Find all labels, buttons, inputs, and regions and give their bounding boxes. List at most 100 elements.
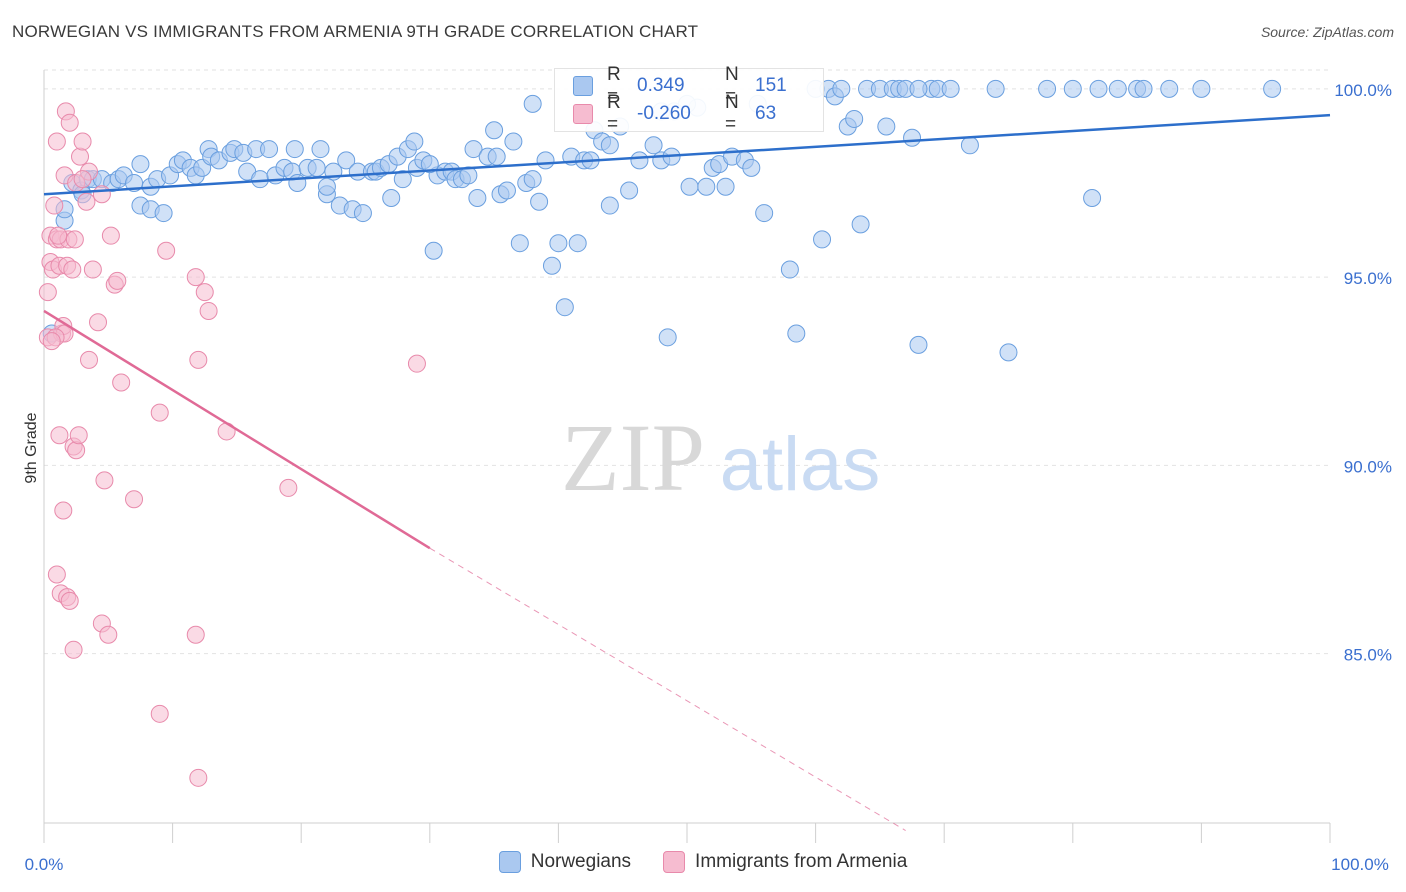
norwegian-point: [393, 170, 412, 189]
legend-item-armenia[interactable]: Immigrants from Armenia: [663, 851, 907, 873]
source-label: Source: ZipAtlas.com: [1260, 24, 1394, 40]
norwegian-point: [285, 140, 304, 159]
norwegian-trend-line: [43, 113, 1331, 196]
armenia-point: [38, 283, 57, 302]
norwegian-point: [644, 136, 663, 155]
series-legend: Norwegians Immigrants from Armenia: [0, 851, 1406, 873]
armenia-point: [150, 403, 169, 422]
norwegian-point: [680, 177, 699, 196]
armenia-point: [99, 625, 118, 644]
norwegian-point: [1134, 79, 1153, 98]
norwegian-point: [542, 256, 561, 275]
y-tick-label: 95.0%: [1344, 269, 1392, 288]
armenia-point: [45, 196, 64, 215]
watermark-atlas: atlas: [720, 422, 881, 507]
legend-n-value: 151: [755, 75, 787, 96]
norwegian-point: [742, 158, 761, 177]
norwegian-point: [337, 151, 356, 170]
armenia-point: [189, 768, 208, 787]
norwegian-point: [877, 117, 896, 136]
x-tick-label: 100.0%: [1331, 855, 1389, 874]
armenia-point: [80, 350, 99, 369]
norwegian-point: [1063, 79, 1082, 98]
norwegian-point: [1038, 79, 1057, 98]
norwegian-point: [1108, 79, 1127, 98]
armenia-point: [47, 132, 66, 151]
correlation-legend: R = 0.349 N = 151 R = -0.260 N = 63: [554, 64, 824, 135]
norwegian-point: [260, 140, 279, 159]
norwegian-point: [420, 155, 439, 174]
norwegian-point: [487, 147, 506, 166]
legend-r-label: R =: [607, 92, 621, 135]
norwegian-point: [468, 189, 487, 208]
legend-n-label: N =: [725, 64, 739, 107]
legend-item-norwegians[interactable]: Norwegians: [498, 851, 632, 873]
norwegian-point: [464, 140, 483, 159]
legend-row-armenia: R = -0.260 N = 63: [573, 92, 777, 135]
norwegian-point: [851, 215, 870, 234]
norwegian-point: [600, 136, 619, 155]
norwegian-point: [697, 177, 716, 196]
armenia-point: [73, 132, 92, 151]
armenia-point: [186, 268, 205, 287]
armenia-point: [67, 441, 86, 460]
armenia-point: [71, 147, 90, 166]
legend-r-value: -0.260: [637, 103, 691, 124]
norwegian-point: [755, 204, 774, 223]
norwegian-point: [424, 241, 443, 260]
norwegian-point: [504, 132, 523, 151]
norwegian-point: [1263, 79, 1282, 98]
armenia-point: [69, 426, 88, 445]
norwegian-point: [353, 204, 372, 223]
y-axis-label: 9th Grade: [23, 412, 40, 483]
norwegian-point: [903, 128, 922, 147]
norwegian-point: [523, 94, 542, 113]
norwegian-point: [317, 177, 336, 196]
armenia-point: [65, 230, 84, 249]
norwegian-point: [131, 155, 150, 174]
norwegian-point: [630, 151, 649, 170]
norwegian-point: [909, 335, 928, 354]
norwegian-point: [382, 189, 401, 208]
armenia-point: [195, 283, 214, 302]
legend-n-label: N =: [725, 92, 739, 135]
armenia-point: [150, 704, 169, 723]
armenia-point: [186, 625, 205, 644]
norwegian-point: [832, 79, 851, 98]
y-tick-label: 100.0%: [1334, 81, 1392, 100]
armenia-point: [63, 260, 82, 279]
norwegian-point: [1083, 189, 1102, 208]
norwegian-point: [307, 158, 326, 177]
watermark-zip: ZIP: [561, 404, 705, 511]
legend-r-value: 0.349: [637, 75, 685, 96]
norwegian-point: [405, 132, 424, 151]
legend-swatch-armenia: [663, 851, 686, 873]
norwegian-point: [787, 324, 806, 343]
norwegian-point: [530, 192, 549, 211]
norwegian-point: [780, 260, 799, 279]
norwegian-point: [600, 196, 619, 215]
legend-n-value: 63: [755, 103, 777, 124]
armenia-point: [189, 350, 208, 369]
norwegian-point: [497, 181, 516, 200]
norwegian-point: [999, 343, 1018, 362]
armenia-trend-extension: [429, 547, 906, 831]
norwegian-point: [536, 151, 555, 170]
armenia-point: [89, 313, 108, 332]
norwegian-point: [658, 328, 677, 347]
chart-title: NORWEGIAN VS IMMIGRANTS FROM ARMENIA 9TH…: [12, 22, 699, 41]
norwegian-point: [555, 298, 574, 317]
armenia-point: [47, 565, 66, 584]
legend-swatch-pink: [573, 104, 593, 124]
norwegian-point: [1089, 79, 1108, 98]
armenia-point: [108, 271, 127, 290]
legend-swatch-norwegians: [498, 851, 521, 873]
armenia-point: [95, 471, 114, 490]
armenia-point: [157, 241, 176, 260]
x-tick-label: 0.0%: [25, 855, 64, 874]
armenia-point: [92, 185, 111, 204]
armenia-point: [199, 301, 218, 320]
norwegian-point: [960, 136, 979, 155]
armenia-point: [407, 354, 426, 373]
legend-label-norwegians: Norwegians: [530, 851, 632, 872]
